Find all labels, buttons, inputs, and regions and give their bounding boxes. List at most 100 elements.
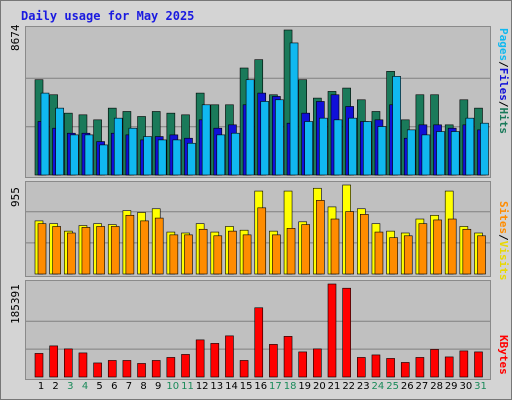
day-label-12: 12 bbox=[195, 381, 209, 392]
sites-visits-plot bbox=[26, 184, 490, 275]
day-label-17: 17 bbox=[269, 381, 282, 392]
sites-visits-bar-sites-4 bbox=[81, 227, 91, 275]
pages-files-hits-bar-pages-23 bbox=[362, 121, 372, 176]
pages-files-hits-bar-pages-24 bbox=[377, 126, 387, 176]
kbytes-bar-kbytes-3 bbox=[63, 348, 73, 378]
sites-visits-bar-sites-9 bbox=[154, 217, 164, 275]
pages-files-hits-plot bbox=[26, 29, 490, 176]
sites-visits-bar-sites-8 bbox=[140, 220, 149, 275]
kbytes-bar-kbytes-10 bbox=[166, 357, 176, 378]
pages-files-hits-bar-pages-14 bbox=[231, 132, 240, 176]
pages-files-hits-bar-pages-18 bbox=[289, 42, 299, 176]
day-label-2: 2 bbox=[52, 381, 59, 392]
pages-files-hits-bar-pages-4 bbox=[84, 134, 94, 176]
sites-visits-bar-sites-7 bbox=[125, 214, 135, 275]
kbytes-plot bbox=[26, 283, 490, 378]
kbytes-bar-kbytes-30 bbox=[459, 350, 469, 378]
sites-visits-bar-sites-29 bbox=[447, 218, 457, 275]
kbytes-max-label: 185391 bbox=[9, 284, 22, 324]
sites-visits-bar-sites-19 bbox=[301, 224, 311, 275]
kbytes-bar-kbytes-14 bbox=[225, 335, 234, 378]
day-label-4: 4 bbox=[81, 381, 89, 392]
day-axis: 1 2 3 4 5 6 7 8 9 10 11 12 13 14 15 16 17 18 19 20 21 22 23 24 2… bbox=[25, 381, 491, 395]
day-label-19: 19 bbox=[298, 381, 312, 392]
day-label-31: 31 bbox=[474, 381, 487, 392]
day-label-25: 25 bbox=[386, 381, 399, 392]
sites-visits-bar-sites-15 bbox=[242, 234, 252, 275]
day-label-5: 5 bbox=[96, 381, 103, 392]
kbytes-bar-kbytes-6 bbox=[107, 360, 117, 378]
day-label-18: 18 bbox=[283, 381, 297, 392]
pages-files-hits-bar-pages-19 bbox=[304, 121, 314, 176]
visits-max-label: 955 bbox=[9, 187, 22, 207]
pages-files-hits-bar-pages-11 bbox=[187, 142, 196, 176]
day-label-6: 6 bbox=[111, 381, 118, 392]
day-label-20: 20 bbox=[313, 381, 326, 392]
kbytes-bar-kbytes-9 bbox=[151, 360, 161, 378]
day-label-24: 24 bbox=[371, 381, 385, 392]
pages-files-hits-bar-pages-22 bbox=[348, 117, 357, 176]
legend-kbytes: KBytes bbox=[497, 335, 510, 375]
kbytes-bar-kbytes-29 bbox=[444, 356, 454, 378]
legend-sep-2: / bbox=[497, 100, 510, 108]
day-label-22: 22 bbox=[342, 381, 356, 392]
pages-files-hits-bar-pages-17 bbox=[275, 99, 284, 176]
pages-files-hits-bar-pages-15 bbox=[245, 79, 255, 176]
sites-visits-bar-sites-10 bbox=[169, 234, 179, 275]
day-label-13: 13 bbox=[210, 381, 224, 392]
pages-files-hits-bar-pages-21 bbox=[333, 119, 343, 176]
kbytes-bar-kbytes-12 bbox=[195, 339, 205, 378]
legend-files: Files bbox=[497, 67, 510, 101]
chart-title: Daily usage for May 2025 bbox=[21, 9, 195, 23]
kbytes-bar-kbytes-28 bbox=[430, 349, 439, 378]
kbytes-bar-kbytes-20 bbox=[313, 348, 322, 378]
legend-visits: Visits bbox=[497, 240, 510, 281]
day-label-11: 11 bbox=[181, 381, 194, 392]
pages-files-hits-bar-pages-16 bbox=[260, 101, 270, 176]
visits-legend: Sites/Visits bbox=[497, 201, 510, 281]
kbytes-bar-kbytes-1 bbox=[34, 353, 44, 378]
day-label-3: 3 bbox=[67, 381, 74, 392]
pages-files-hits-bar-pages-29 bbox=[450, 131, 460, 176]
hits-legend: Pages/Files/Hits bbox=[497, 28, 510, 134]
kbytes-bar-kbytes-8 bbox=[137, 363, 146, 378]
pages-files-hits-bar-pages-9 bbox=[157, 139, 167, 176]
kbytes-bar-kbytes-23 bbox=[356, 357, 366, 378]
pages-files-hits-bar-pages-6 bbox=[113, 117, 123, 176]
sites-visits-bar-sites-14 bbox=[228, 230, 237, 275]
kbytes-bar-kbytes-24 bbox=[371, 354, 381, 378]
kbytes-bar-kbytes-11 bbox=[181, 354, 190, 378]
sites-visits-bar-sites-24 bbox=[374, 231, 384, 275]
sites-visits-bar-sites-17 bbox=[272, 234, 281, 275]
day-label-9: 9 bbox=[155, 381, 162, 392]
kbytes-bar-kbytes-13 bbox=[210, 343, 220, 378]
kbytes-bar-kbytes-16 bbox=[254, 307, 264, 378]
sites-visits-bar-sites-23 bbox=[359, 214, 369, 275]
legend-sites: Sites bbox=[497, 201, 510, 235]
kbytes-bar-kbytes-22 bbox=[342, 287, 351, 378]
sites-visits-bar-sites-20 bbox=[316, 200, 325, 275]
sites-visits-bar-sites-22 bbox=[345, 211, 354, 275]
legend-hits: Hits bbox=[497, 107, 510, 135]
day-label-30: 30 bbox=[459, 381, 473, 392]
kbytes-legend: KBytes bbox=[497, 335, 510, 375]
sites-visits-bar-sites-25 bbox=[389, 237, 398, 275]
pages-files-hits-bar-pages-2 bbox=[55, 107, 64, 176]
pages-files-hits-bar-pages-7 bbox=[128, 127, 138, 176]
day-label-26: 26 bbox=[400, 381, 414, 392]
pages-files-hits-bar-pages-1 bbox=[40, 92, 50, 176]
sites-visits-bar-sites-6 bbox=[110, 226, 120, 275]
sites-visits-bar-sites-21 bbox=[330, 218, 340, 275]
kbytes-bar-kbytes-27 bbox=[415, 357, 425, 378]
kbytes-bar-kbytes-21 bbox=[327, 283, 337, 378]
pages-files-hits-bar-pages-25 bbox=[392, 76, 401, 176]
kbytes-bar-kbytes-15 bbox=[239, 360, 249, 378]
hits-panel bbox=[25, 26, 491, 178]
day-label-21: 21 bbox=[327, 381, 341, 392]
sites-visits-bar-sites-11 bbox=[184, 234, 193, 275]
day-label-14: 14 bbox=[225, 381, 238, 392]
legend-pages: Pages bbox=[497, 28, 510, 62]
day-label-16: 16 bbox=[254, 381, 268, 392]
pages-files-hits-bar-pages-27 bbox=[421, 134, 431, 176]
legend-sep-1: / bbox=[497, 61, 510, 68]
